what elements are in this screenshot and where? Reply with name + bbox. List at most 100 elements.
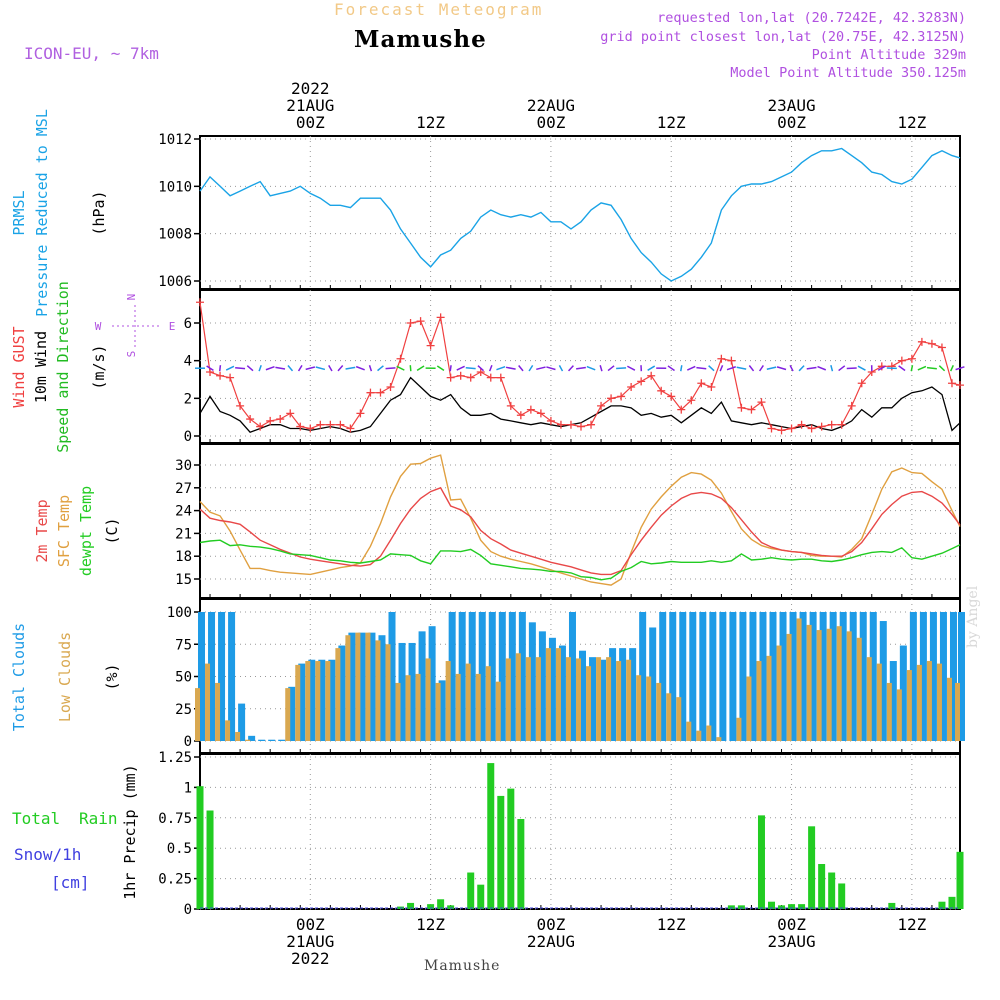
y-tick-label: 1.25 [158,750,192,766]
gust-marker [697,379,706,388]
gust-marker [216,371,225,380]
gust-marker [226,373,235,382]
total-cloud-bar [288,686,296,741]
gust-marker [196,298,204,307]
rain-bar [838,883,846,909]
low-cloud-bar [535,657,541,741]
low-cloud-bar [596,657,602,741]
wind-direction-arrow [416,365,425,371]
pressure-unit: (hPa) [90,190,108,235]
y-tick-label: 1006 [158,274,192,290]
snow-label: Snow/1h [14,845,81,864]
total-cloud-bar [739,612,747,741]
gust-marker [466,373,475,382]
y-tick-label: 100 [167,605,192,621]
gust-marker [306,424,315,433]
rain-bar [427,904,435,909]
gust-marker [887,362,896,371]
low-cloud-bar [616,661,622,741]
gust-marker [677,405,686,414]
gust-marker [356,409,365,418]
gust-marker [416,317,425,326]
rain-bar [467,872,475,909]
rain-bar [196,786,204,909]
wind-direction-arrow [536,366,546,371]
gust-marker [516,411,525,420]
total-cloud-bar [779,612,787,741]
total-cloud-bar [278,739,286,741]
low-cloud-bar [485,666,491,741]
wind-direction-arrow [297,364,303,372]
low-cloud-bar [756,661,762,741]
wind-direction-arrow [488,365,493,372]
gust-marker [236,401,245,410]
wind-direction-arrow [456,365,465,371]
total-cloud-bar [198,612,205,741]
total-cloud-bar [759,612,767,741]
wind-direction-arrow [225,365,235,371]
clouds-unit: (%) [103,663,121,690]
rain-total-label: Total [12,809,60,828]
total-cloud-bar [218,612,226,741]
low-cloud-bar [646,676,652,741]
panel-frame-pressure [199,135,961,290]
wind-direction-arrow [680,365,683,372]
low-cloud-bar [335,648,341,741]
gust-marker [607,394,616,403]
total-cloud-bar [879,621,887,741]
total-cloud-bar [228,612,236,741]
y-tick-label: 1008 [158,227,192,243]
gust-line [199,302,961,432]
y-tick-label: 25 [175,702,192,718]
gust-marker [687,396,696,405]
wind-direction-arrow [776,366,787,371]
gust-marker [917,337,926,346]
total-cloud-bar [889,661,897,741]
low-cloud-bar [686,721,692,741]
total-cloud-bar [428,626,436,741]
wind-direction-arrow [496,365,506,371]
low-cloud-bar [656,682,662,741]
low-cloud-bar [375,640,381,741]
y-tick-label: 24 [175,504,192,520]
wind-direction-arrow [696,366,707,370]
wind-direction-arrow [838,365,846,372]
y-tick-label: 0.25 [158,872,192,888]
wind-direction-arrow [817,365,827,371]
total-cloud-bar [619,648,627,741]
time-label-top: 2022 [291,79,330,98]
time-label-top: 00Z [296,113,325,132]
total-cloud-bar [729,612,737,741]
total-cloud-bar [308,659,316,741]
total-cloud-bar [958,612,965,741]
total-cloud-bar [338,645,346,741]
compass-e: E [169,320,176,333]
model-label: ICON-EU, ~ 7km [24,44,159,63]
low-cloud-bar [555,648,561,741]
low-cloud-bar [636,675,642,741]
pressure-label: PRMSL [10,190,28,235]
gust-marker [336,420,345,429]
low-cloud-bar [495,681,501,741]
total-cloud-bar [358,632,366,741]
low-cloud-bar [776,645,782,741]
temp-unit: (C) [103,517,121,544]
rain-rain-label: Rain [79,809,118,828]
panel-frame-temp [199,443,961,599]
time-label-top: 22AUG [527,96,575,115]
wind-direction-arrow [235,367,246,370]
total-cloud-bar [589,657,597,741]
gust-marker [807,424,816,433]
low-cloud-bar [545,648,551,741]
wind-unit: (m/s) [90,344,108,389]
y-tick-label: 27 [175,481,192,497]
wind-direction-arrow [877,365,886,371]
gust-marker [326,420,335,429]
point-altitude: Point Altitude 329m [811,47,966,63]
low-cloud-bar [896,689,902,741]
rain-bar [447,905,455,909]
compass-cross [112,305,160,348]
total-cloud-bar [498,612,506,741]
low-cloud-bar [606,657,612,741]
